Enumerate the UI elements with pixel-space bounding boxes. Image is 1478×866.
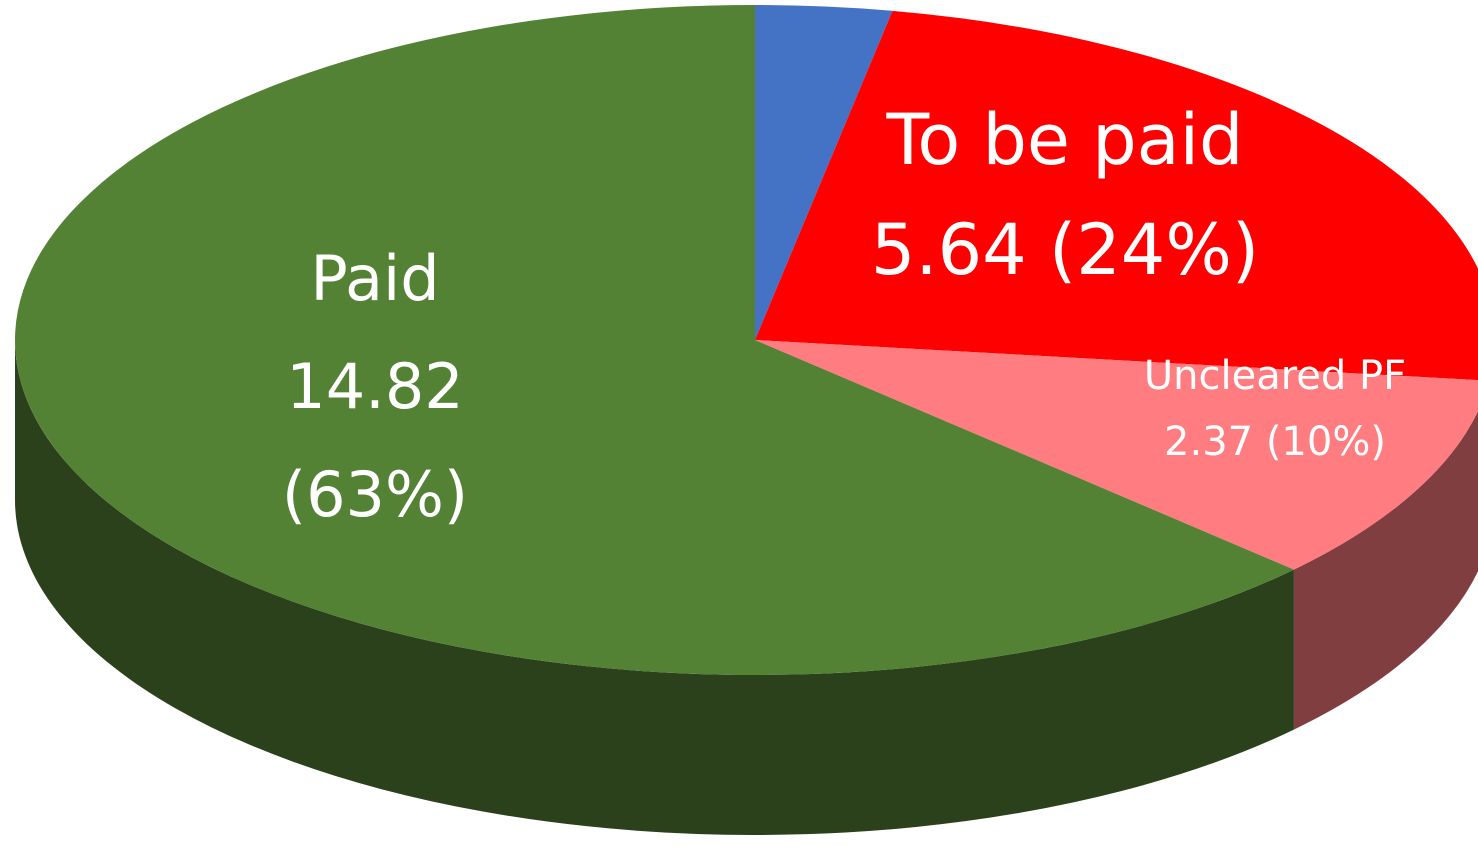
value-label: 14.82: [286, 350, 464, 423]
slice-label: Paid: [310, 242, 439, 315]
slice: [755, 340, 1478, 570]
slice-label: Uncleared PF: [1144, 353, 1406, 399]
slice: [755, 5, 893, 340]
value-label: 2.37 (10%): [1164, 419, 1386, 465]
value-label: (63%): [282, 458, 468, 531]
value-label: 5.64 (24%): [871, 209, 1259, 291]
slice: [755, 10, 1478, 381]
slice-label: To be paid: [886, 99, 1244, 181]
slice: [14, 5, 1294, 676]
slice-side: [15, 340, 1294, 835]
slice-side: [1293, 411, 1478, 730]
